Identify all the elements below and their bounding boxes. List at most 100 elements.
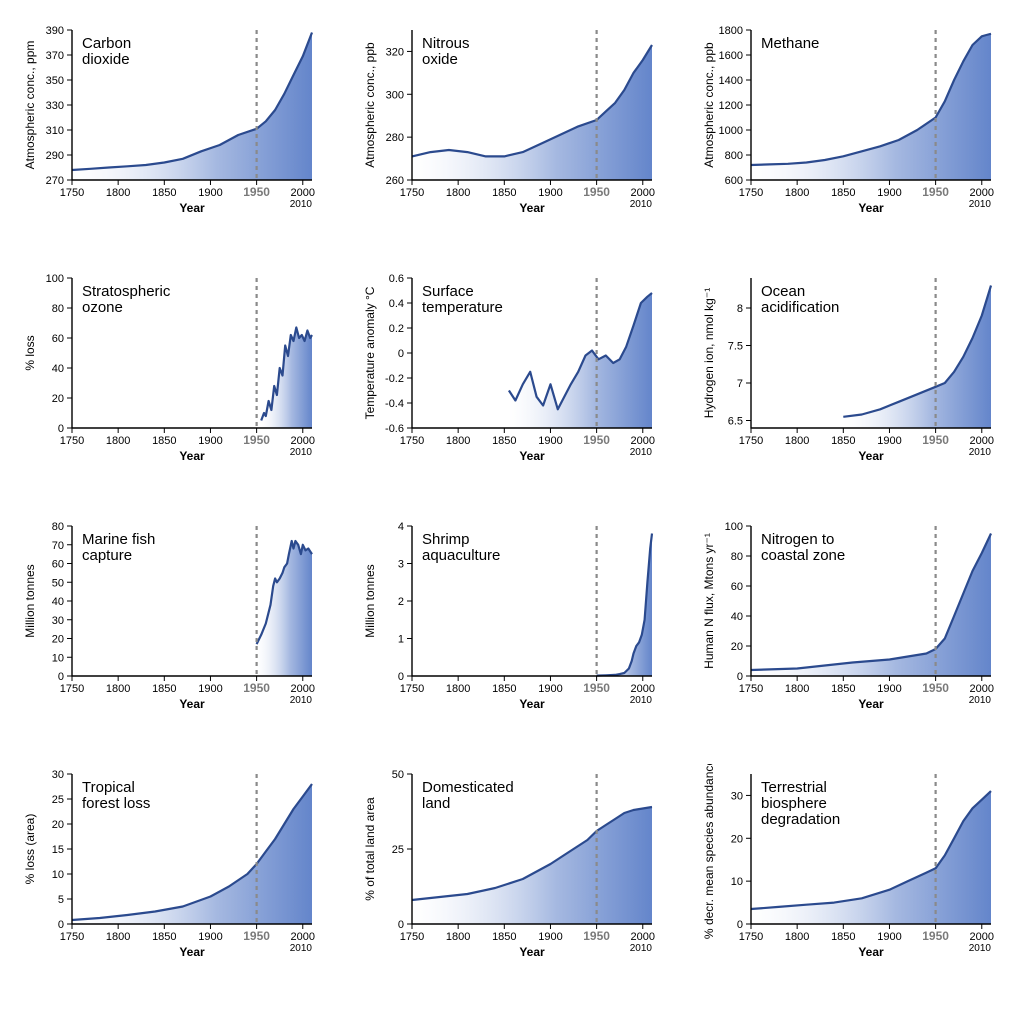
y-axis-title: % loss	[23, 335, 37, 370]
y-tick-label: 260	[385, 175, 403, 187]
y-axis-title: Human N flux, Mtons yr⁻¹	[702, 533, 716, 669]
x-tick-label: 1850	[831, 683, 855, 695]
chart-title-line: Marine fish	[82, 531, 155, 548]
y-tick-label: 4	[398, 521, 404, 533]
x-tick-label: 1950	[923, 681, 950, 695]
x-axis-title: Year	[859, 945, 885, 959]
x-tick-label: 1750	[60, 435, 84, 447]
y-tick-label: 70	[52, 540, 64, 552]
chart-title-line: aquaculture	[422, 547, 500, 564]
x-tick-2010: 2010	[629, 943, 652, 954]
y-tick-label: 290	[46, 150, 64, 162]
y-tick-label: -0.4	[385, 398, 404, 410]
y-tick-label: 370	[46, 50, 64, 62]
y-tick-label: 800	[725, 150, 743, 162]
chart-panel-ozone: 0204060801001750180018501900195020002010…	[20, 268, 328, 468]
x-tick-label: 1950	[583, 929, 610, 943]
chart-panel-nitrogen: 0204060801001750180018501900195020002010…	[699, 516, 1007, 716]
x-tick-label: 1800	[446, 931, 470, 943]
chart-panel-forest: 0510152025301750180018501900195020002010…	[20, 764, 328, 964]
x-tick-label: 1750	[399, 187, 423, 199]
chart-panel-acid: 6.577.581750180018501900195020002010Year…	[699, 268, 1007, 468]
chart-title-line: oxide	[422, 51, 458, 68]
y-tick-label: 0	[58, 671, 64, 683]
x-axis-title: Year	[179, 697, 205, 711]
x-tick-label: 1850	[492, 683, 516, 695]
x-tick-label: 1850	[152, 187, 176, 199]
y-tick-label: 600	[725, 175, 743, 187]
x-tick-label: 1850	[152, 683, 176, 695]
x-tick-label: 1850	[152, 435, 176, 447]
chart-title-line: biosphere	[761, 795, 827, 812]
x-tick-label: 1850	[492, 931, 516, 943]
x-tick-label: 2000	[630, 435, 654, 447]
y-tick-label: 3	[398, 559, 404, 571]
x-tick-label: 1800	[106, 683, 130, 695]
y-tick-label: 8	[737, 303, 743, 315]
y-axis-title: % of total land area	[363, 797, 377, 901]
y-tick-label: 0.2	[388, 323, 403, 335]
y-tick-label: 0	[737, 919, 743, 931]
y-tick-label: 0	[398, 919, 404, 931]
chart-title-line: Shrimp	[422, 531, 470, 548]
y-tick-label: 15	[52, 844, 64, 856]
y-tick-label: 5	[58, 894, 64, 906]
x-tick-label: 2000	[630, 931, 654, 943]
y-tick-label: 80	[52, 521, 64, 533]
x-tick-label: 2000	[970, 435, 994, 447]
chart-panel-ch4: 6008001000120014001600180017501800185019…	[699, 20, 1007, 220]
y-tick-label: 0	[398, 671, 404, 683]
chart-panel-fish: 0102030405060708017501800185019001950200…	[20, 516, 328, 716]
x-tick-label: 1750	[739, 683, 763, 695]
x-tick-2010: 2010	[290, 943, 313, 954]
x-tick-2010: 2010	[969, 695, 992, 706]
x-tick-label: 1950	[923, 929, 950, 943]
y-tick-label: 50	[391, 769, 403, 781]
y-tick-label: 390	[46, 25, 64, 37]
chart-title-line: land	[422, 795, 450, 812]
y-tick-label: 7.5	[728, 341, 743, 353]
y-tick-label: 1600	[719, 50, 743, 62]
y-axis-title: Atmospheric conc., ppb	[702, 42, 716, 168]
chart-title-line: Domesticated	[422, 779, 514, 796]
chart-panel-co2: 2702903103303503703901750180018501900195…	[20, 20, 328, 220]
y-tick-label: 30	[731, 790, 743, 802]
chart-title-line: Methane	[761, 35, 819, 52]
x-tick-label: 1750	[60, 683, 84, 695]
y-axis-title: % decr. mean species abundance	[702, 764, 716, 939]
chart-area	[844, 286, 992, 429]
x-tick-label: 2000	[291, 435, 315, 447]
x-tick-label: 2000	[970, 187, 994, 199]
y-tick-label: 80	[52, 303, 64, 315]
y-tick-label: 350	[46, 75, 64, 87]
chart-panel-land: 025501750180018501900195020002010Year% o…	[360, 764, 668, 964]
x-tick-label: 1800	[106, 435, 130, 447]
x-tick-label: 2000	[970, 931, 994, 943]
y-tick-label: 0.4	[388, 298, 403, 310]
x-tick-label: 1850	[152, 931, 176, 943]
y-tick-label: 10	[52, 869, 64, 881]
x-tick-label: 1800	[106, 931, 130, 943]
x-tick-label: 1850	[831, 187, 855, 199]
x-axis-title: Year	[859, 697, 885, 711]
y-tick-label: 40	[731, 611, 743, 623]
y-tick-label: 10	[731, 876, 743, 888]
x-tick-label: 1950	[583, 681, 610, 695]
y-axis-title: Million tonnes	[23, 564, 37, 637]
x-tick-label: 1900	[878, 435, 902, 447]
x-tick-label: 1750	[739, 931, 763, 943]
x-axis-title: Year	[519, 945, 545, 959]
y-tick-label: 0.6	[388, 273, 403, 285]
y-axis-title: Atmospheric conc., ppb	[363, 42, 377, 168]
x-tick-2010: 2010	[629, 695, 652, 706]
y-tick-label: 25	[391, 844, 403, 856]
x-tick-label: 1850	[492, 187, 516, 199]
x-axis-title: Year	[179, 201, 205, 215]
x-tick-label: 1850	[831, 435, 855, 447]
y-tick-label: 60	[52, 333, 64, 345]
x-tick-label: 1950	[243, 681, 270, 695]
y-tick-label: 310	[46, 125, 64, 137]
x-tick-label: 1750	[399, 931, 423, 943]
chart-title-line: coastal zone	[761, 547, 845, 564]
chart-area	[412, 807, 652, 924]
